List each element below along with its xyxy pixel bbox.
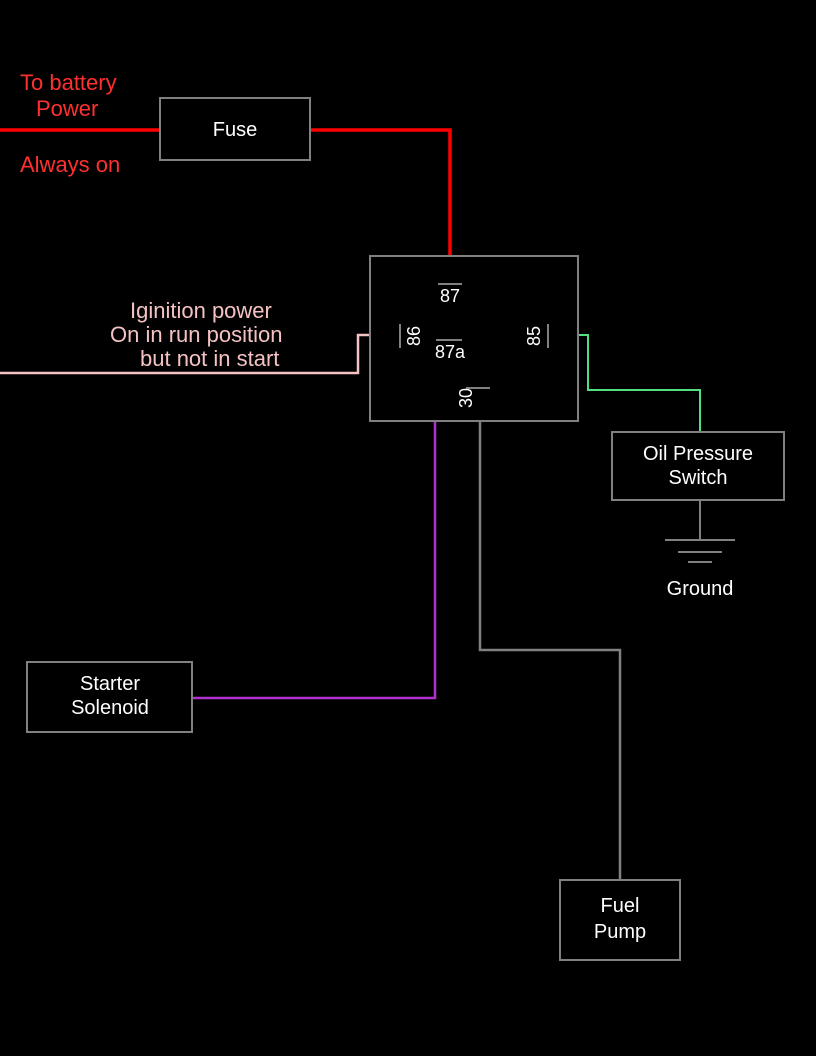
wiring-diagram: To battery Power Always on Fuse Iginitio…	[0, 0, 816, 1056]
pin-86: 86	[404, 326, 424, 346]
pin-85: 85	[524, 326, 544, 346]
label-ignition-1: Iginition power	[130, 298, 272, 323]
ground-label: Ground	[667, 578, 734, 600]
label-ignition-3: but not in start	[140, 346, 279, 371]
starter-label-1: Starter	[80, 673, 140, 695]
fuse-label: Fuse	[213, 119, 257, 141]
fuel-label-2: Pump	[594, 921, 646, 943]
label-to-battery: To battery	[20, 70, 117, 95]
pin-87: 87	[440, 286, 460, 306]
wire-gray	[480, 415, 620, 880]
starter-label-2: Solenoid	[71, 697, 149, 719]
ground-symbol	[665, 500, 735, 562]
label-power: Power	[36, 96, 98, 121]
pin-87a: 87a	[435, 342, 466, 362]
label-ignition-2: On in run position	[110, 322, 282, 347]
fuel-pump-box	[560, 880, 680, 960]
wire-purple	[192, 415, 435, 698]
oil-label-1: Oil Pressure	[643, 443, 753, 465]
label-always-on: Always on	[20, 152, 120, 177]
oil-label-2: Switch	[669, 467, 728, 489]
fuel-label-1: Fuel	[601, 895, 640, 917]
pin-30: 30	[456, 388, 476, 408]
